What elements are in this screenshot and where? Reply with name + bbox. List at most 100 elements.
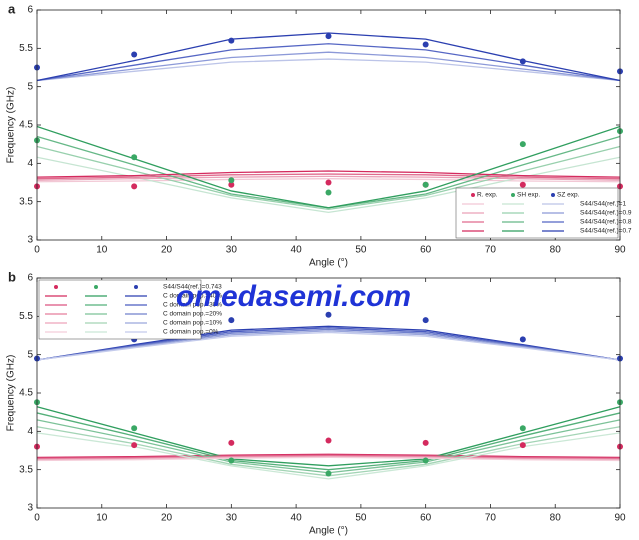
y-tick-label: 3 — [27, 235, 33, 246]
y-tick-label: 5.5 — [19, 43, 33, 54]
legend-label: S44/S44(ref.)=0.8 — [580, 219, 632, 226]
legend: R. exp. SH exp. SZ exp.S44/S44(ref.)=1 S44/… — [455, 187, 632, 239]
model-line — [36, 327, 621, 361]
y-tick-label: 6 — [27, 5, 33, 16]
legend-label: C domain pop.=0% — [163, 329, 219, 336]
y-tick-label: 4 — [27, 426, 33, 437]
model-line — [36, 328, 621, 361]
data-point — [325, 189, 332, 196]
y-axis-label: Frequency (GHz) — [6, 355, 17, 432]
data-point — [325, 311, 332, 318]
plot-frame — [36, 9, 621, 241]
data-point — [228, 317, 235, 324]
legend-label: C domain pop.=30% — [163, 302, 222, 309]
x-tick-label: 40 — [291, 513, 303, 524]
data-point — [325, 179, 332, 186]
model-line — [36, 456, 621, 462]
x-tick-label: 90 — [614, 513, 626, 524]
data-point — [422, 439, 429, 446]
model-line — [36, 43, 621, 82]
data-point — [422, 457, 429, 464]
y-axis-label: Frequency (GHz) — [6, 87, 17, 164]
model-line — [36, 32, 621, 82]
legend-label: S44/S44(ref.)=1 — [580, 201, 626, 208]
data-point — [131, 51, 138, 58]
x-tick-label: 50 — [355, 513, 367, 524]
panel-label: b — [8, 269, 16, 284]
data-point — [422, 41, 429, 48]
legend-label: SH exp. — [517, 192, 540, 199]
data-point — [228, 439, 235, 446]
y-tick-label: 4.5 — [19, 388, 33, 399]
x-tick-label: 30 — [226, 513, 238, 524]
data-point — [228, 177, 235, 184]
data-point — [131, 425, 138, 432]
data-point — [228, 37, 235, 44]
y-tick-label: 5 — [27, 349, 33, 360]
data-point — [519, 336, 526, 343]
legend-label: C domain pop.=20% — [163, 311, 222, 318]
legend-label: S44/S44(ref.)=0.7 — [580, 228, 632, 235]
legend-marker — [134, 285, 138, 289]
model-line — [36, 173, 621, 180]
y-tick-label: 4 — [27, 158, 33, 169]
data-point — [131, 154, 138, 161]
y-tick-label: 6 — [27, 273, 33, 284]
model-line — [36, 331, 621, 361]
x-axis-label: Angle (°) — [309, 258, 348, 269]
data-point — [228, 457, 235, 464]
model-line — [36, 455, 621, 460]
x-tick-label: 20 — [161, 513, 173, 524]
model-line — [36, 145, 621, 210]
model-line — [36, 58, 621, 82]
data-point — [519, 58, 526, 65]
data-point — [519, 425, 526, 432]
data-point — [519, 141, 526, 148]
legend-label: R. exp. — [477, 192, 498, 199]
plot-frame — [36, 277, 621, 509]
y-tick-label: 5.5 — [19, 311, 33, 322]
data-point — [325, 33, 332, 40]
data-point — [422, 317, 429, 324]
data-point — [519, 181, 526, 188]
model-line — [36, 412, 621, 471]
watermark: omedasemi.com — [176, 280, 411, 313]
x-tick-label: 20 — [161, 245, 173, 256]
x-axis-label: Angle (°) — [309, 526, 348, 537]
data-point — [422, 181, 429, 188]
legend-label: S44/S44(ref.)=0.743 — [163, 284, 222, 291]
data-point — [228, 181, 235, 188]
x-tick-label: 10 — [96, 245, 108, 256]
legend-label: S44/S44(ref.)=0.9 — [580, 210, 632, 217]
model-line — [36, 51, 621, 82]
panel-label: a — [8, 1, 16, 16]
model-line — [36, 406, 621, 467]
y-tick-label: 3.5 — [19, 464, 33, 475]
x-tick-label: 50 — [355, 245, 367, 256]
data-point — [325, 470, 332, 477]
data-point — [325, 437, 332, 444]
legend-label: SZ exp. — [557, 192, 580, 199]
x-tick-label: 80 — [550, 513, 562, 524]
x-tick-label: 90 — [614, 245, 626, 256]
legend-marker — [94, 285, 98, 289]
x-tick-label: 80 — [550, 245, 562, 256]
model-line — [36, 419, 621, 474]
x-tick-label: 10 — [96, 513, 108, 524]
x-tick-label: 70 — [485, 245, 497, 256]
y-tick-label: 4.5 — [19, 120, 33, 131]
x-tick-label: 30 — [226, 245, 238, 256]
data-point — [519, 442, 526, 449]
model-line — [36, 170, 621, 178]
data-point — [131, 183, 138, 190]
model-line — [36, 454, 621, 459]
x-tick-label: 0 — [34, 513, 40, 524]
model-line — [36, 178, 621, 183]
model-line — [36, 175, 621, 181]
legend-marker — [511, 193, 515, 197]
legend-marker — [54, 285, 58, 289]
y-tick-label: 3.5 — [19, 196, 33, 207]
model-line — [36, 455, 621, 461]
legend-box — [38, 279, 202, 340]
